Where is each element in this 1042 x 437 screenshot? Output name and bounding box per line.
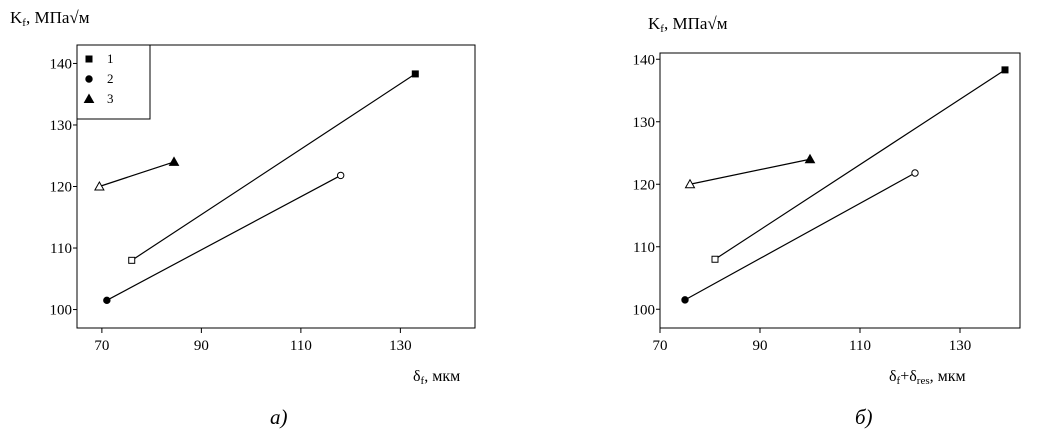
chart-b-series-1-line [714, 69, 1006, 260]
chart-b-y-tick-label: 100 [633, 302, 656, 318]
chart-a: 100 110 120 130 140 70 90 110 130 1 2 3 [50, 44, 476, 354]
chart-b-x-axis-label: δf+δres, мкм [889, 368, 966, 387]
chart-b-series-1-point [1001, 66, 1009, 74]
chart-a-y-tick-label: 130 [50, 118, 73, 134]
chart-b-x-tick-label: 90 [753, 338, 768, 354]
chart-b-series-2-point [911, 169, 919, 177]
chart-a-series-2-line [106, 174, 341, 301]
chart-a-series-1-point [128, 256, 136, 264]
chart-b-series-3-line [689, 158, 811, 185]
chart-a-series-2-point [336, 171, 345, 180]
chart-b-caption: б) [855, 405, 873, 429]
chart-a-legend-circle-icon [85, 75, 93, 83]
chart-a-series-3-point [168, 156, 180, 166]
chart-a-caption: а) [270, 405, 288, 429]
chart-b-series-2-point [681, 296, 689, 304]
chart-a-legend-label: 1 [107, 51, 114, 66]
chart-b-x-tick-label: 110 [849, 338, 871, 354]
chart-b: 100 110 120 130 140 70 90 110 130 [633, 52, 1021, 354]
chart-b-y-axis-label: Kf, МПа√м [648, 14, 728, 35]
chart-a-legend-label: 2 [107, 71, 114, 86]
chart-b-x-tick-label: 130 [949, 338, 972, 354]
chart-a-y-tick-label: 140 [50, 56, 73, 72]
chart-a-x-tick-label: 70 [94, 338, 109, 354]
chart-b-series-1-point [711, 255, 719, 263]
chart-b-series-3-point [684, 178, 696, 189]
chart-a-legend-triangle-icon [83, 93, 95, 103]
chart-a-y-tick-label: 100 [50, 303, 73, 319]
chart-b-y-tick-label: 140 [633, 52, 656, 68]
chart-a-series-3-point [94, 180, 105, 191]
chart-a-series-2-point [103, 296, 111, 305]
chart-a-series-1-line [131, 73, 416, 261]
chart-b-y-tick-label: 130 [633, 115, 656, 131]
chart-a-x-tick-label: 90 [194, 338, 209, 354]
chart-b-y-tick-label: 120 [633, 177, 656, 193]
chart-a-y-tick-label: 120 [50, 180, 73, 196]
chart-b-y-tick-label: 110 [633, 240, 655, 256]
chart-b-series-2-line [684, 172, 916, 301]
chart-a-x-axis-label: δf, мкм [413, 368, 461, 387]
chart-a-x-tick-label: 130 [389, 338, 412, 354]
chart-a-series-1-point [411, 70, 419, 78]
chart-b-series-3-point [804, 153, 816, 164]
chart-b-x-tick-label: 70 [653, 338, 668, 354]
chart-a-legend-square-icon [85, 55, 93, 63]
chart-a-x-tick-label: 110 [290, 338, 312, 354]
chart-a-series-3-line [99, 161, 175, 188]
chart-b-plot-frame [659, 52, 1021, 329]
chart-a-y-axis-label: Kf, МПа√м [10, 8, 90, 29]
chart-a-legend-label: 3 [107, 91, 114, 106]
chart-a-y-tick-label: 110 [50, 241, 72, 257]
